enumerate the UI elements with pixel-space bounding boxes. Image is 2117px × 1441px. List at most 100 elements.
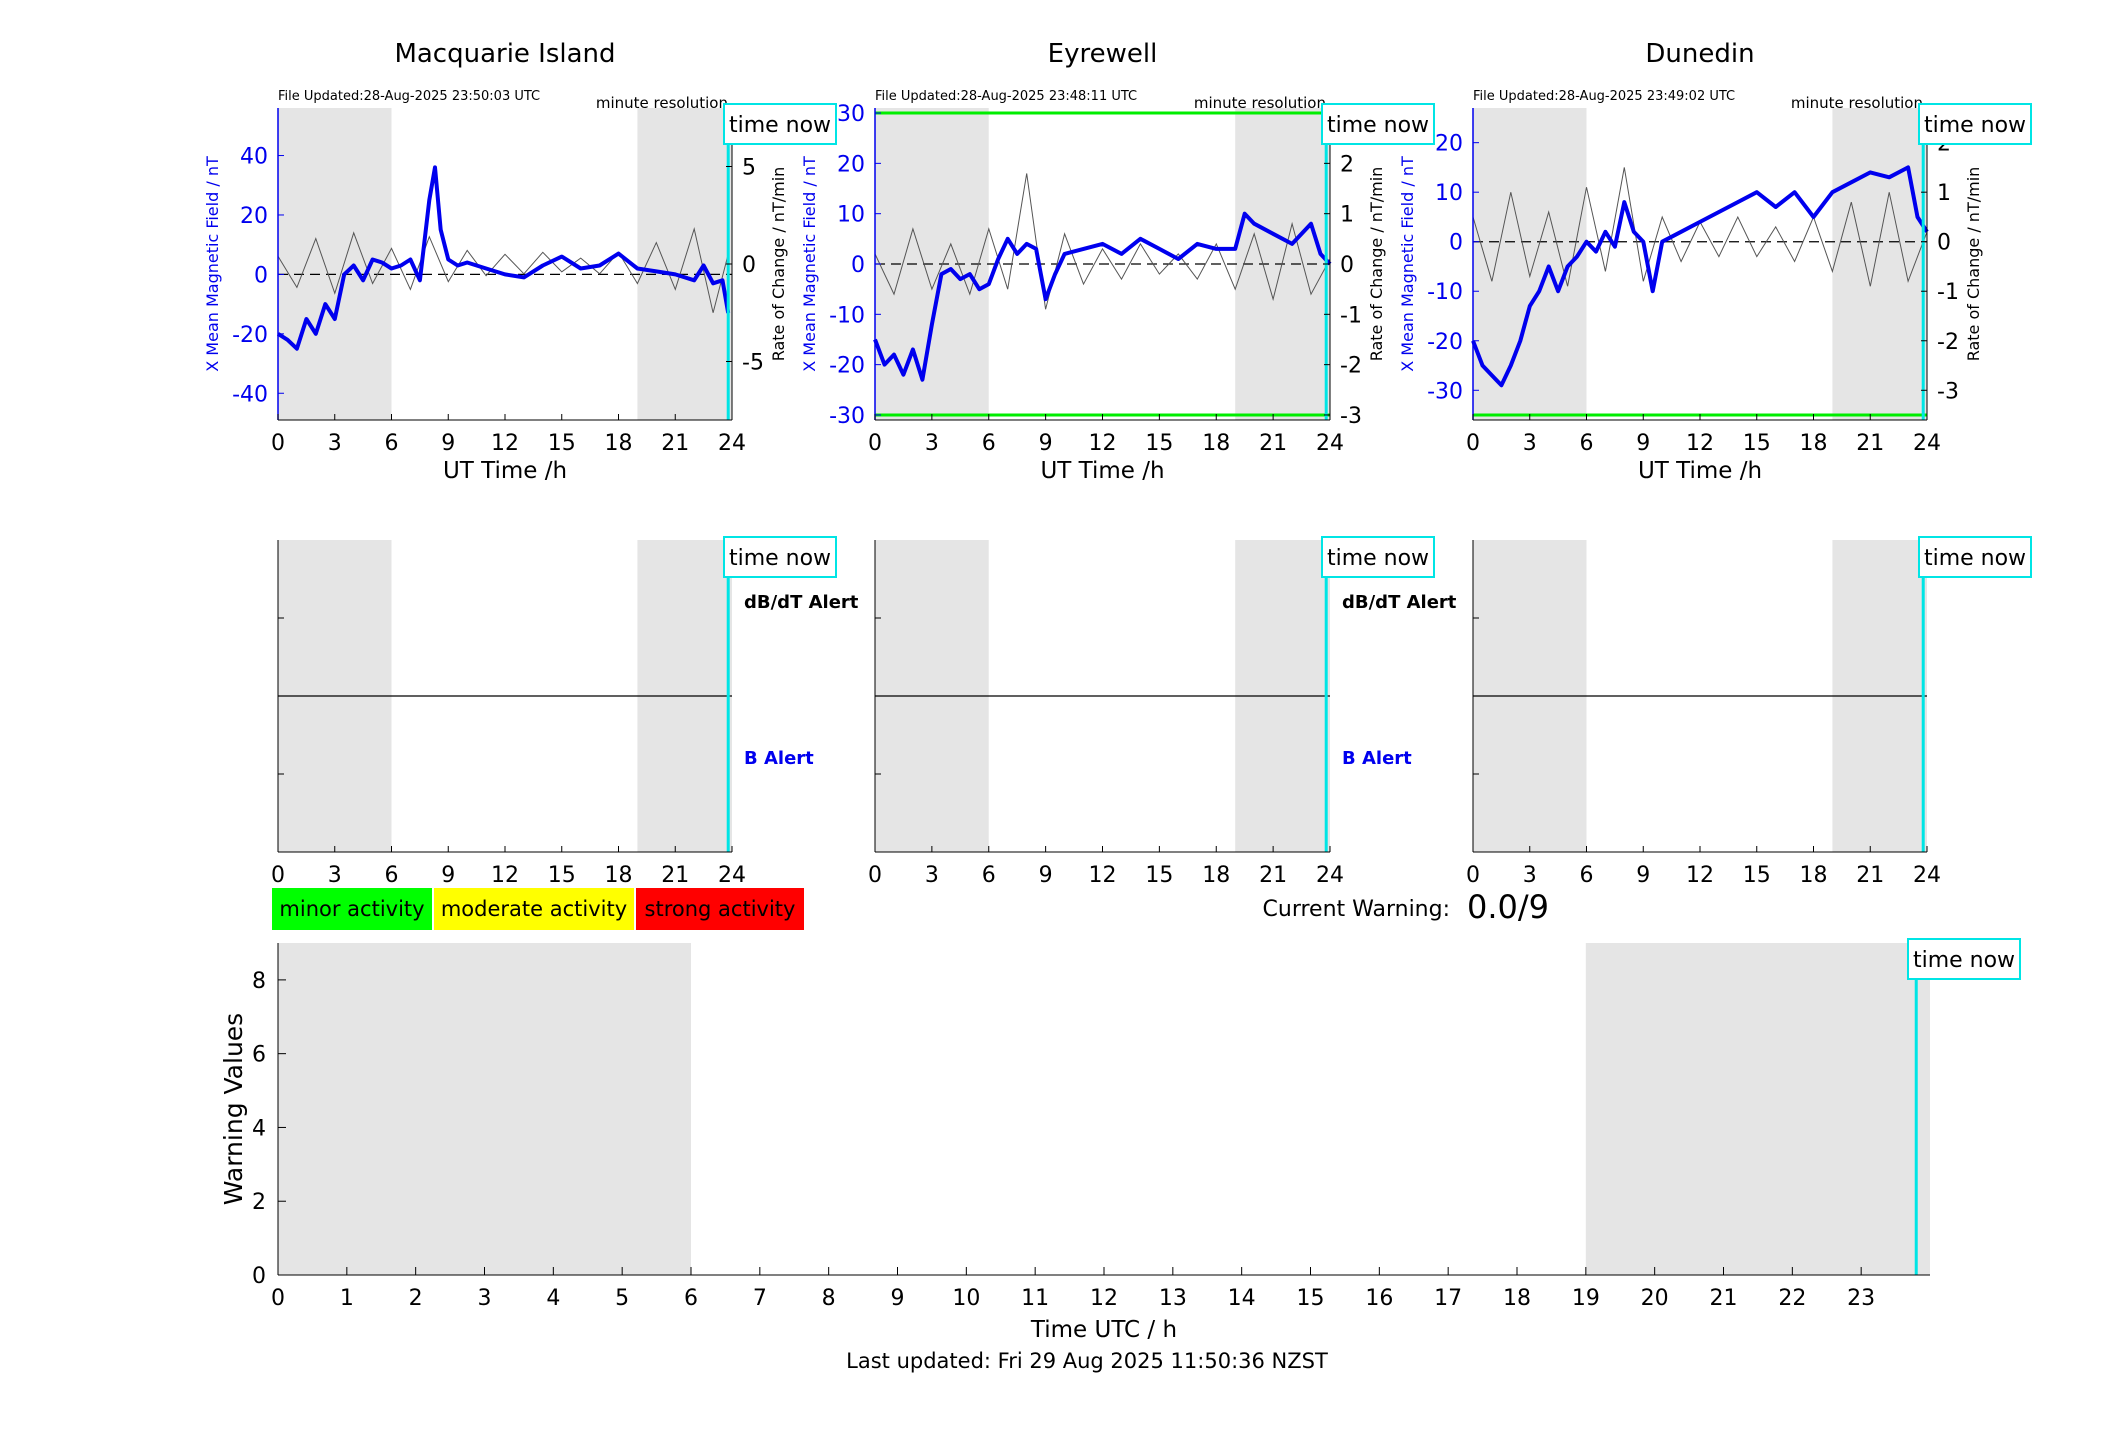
x-tick-label: 1 [340,1286,354,1311]
y-tick-label-right: 1 [1340,203,1354,228]
x-tick-label: 6 [1580,431,1594,456]
legend-moderate-activity: moderate activity [434,888,634,930]
x-tick-label: 6 [982,431,996,456]
x-tick-label: 9 [441,431,455,456]
time-now-marker: time now [1918,103,2032,145]
x-tick-label: 18 [1800,863,1828,888]
b-alert-label: B Alert [1342,748,1412,769]
x-tick-label: 18 [1503,1286,1531,1311]
time-now-marker: time now [1321,536,1435,578]
time-now-label: time now [729,546,831,571]
x-tick-label: 21 [661,431,689,456]
x-tick-label: 24 [718,863,746,888]
y-tick-label: 2 [252,1190,266,1215]
legend-label: moderate activity [441,897,627,921]
x-tick-label: 21 [1259,431,1287,456]
y-tick-label-right: -2 [1340,354,1362,379]
alert-panel-1: 0 3 6 9 12 15 18 21 24 dB/dT Alert B Alert [271,540,859,888]
x-tick-label: 18 [1800,431,1828,456]
y-tick-label-left: 30 [837,102,865,127]
x-tick-label: 18 [605,431,633,456]
y-tick-label-right: 0 [1937,231,1951,256]
panel-title: Dunedin [1645,39,1754,69]
time-now-box [1321,536,1435,578]
time-now-marker: time now [723,536,837,578]
x-tick-label: 9 [1039,863,1053,888]
x-tick-label: 18 [1202,431,1230,456]
y-tick-label-left: -30 [829,404,865,429]
file-updated-text: File Updated:28-Aug-2025 23:48:11 UTC [875,89,1137,104]
y-tick-label-right: -3 [1937,379,1959,404]
y-tick-label-right: -1 [1340,303,1362,328]
y-tick-label: 0 [252,1264,266,1289]
x-tick-label: 15 [548,863,576,888]
time-now-label: time now [1327,546,1429,571]
y-tick-label: 8 [252,969,266,994]
x-tick-label: 18 [605,863,633,888]
x-tick-label: 6 [385,863,399,888]
x-tick-label: 3 [925,431,939,456]
legend-swatch [434,888,634,930]
y-axis-label-right: Rate of Change / nT/min [1367,167,1386,362]
x-tick-label: 12 [1686,431,1714,456]
x-tick-label: 3 [1523,431,1537,456]
y-tick-label-left: 20 [837,152,865,177]
x-tick-label: 20 [1641,1286,1669,1311]
x-tick-label: 0 [1466,431,1480,456]
time-now-box [1918,536,2032,578]
x-tick-label: 9 [1039,431,1053,456]
time-now-box [723,103,837,145]
y-tick-label: 6 [252,1043,266,1068]
x-tick-label: 18 [1202,863,1230,888]
y-tick-label-left: -20 [232,323,268,348]
x-tick-label: 0 [271,863,285,888]
x-tick-label: 21 [1856,863,1884,888]
y-tick-label-left: 40 [240,145,268,170]
night-shade [637,108,732,420]
rate-of-change-series [874,173,1331,310]
x-tick-label: 0 [271,431,285,456]
night-shade [278,943,691,1275]
y-tick-label-left: -20 [829,354,865,379]
field-series [873,211,1332,382]
x-tick-label: 12 [1090,1286,1118,1311]
y-tick-label-left: 20 [240,204,268,229]
x-tick-label: 15 [1145,431,1173,456]
x-tick-label: 15 [1145,863,1173,888]
b-alert-label: B Alert [744,748,814,769]
warning-chart: 0 1 2 3 4 5 6 7 8 9 10 11 12 13 14 15 16 17 18 19 20 21 22 2302… [219,943,1930,1343]
x-tick-label: 10 [952,1286,980,1311]
x-tick-label: 13 [1159,1286,1187,1311]
legend-label: minor activity [279,897,424,921]
station-panel-1: Macquarie Island File Updated:28-Aug-2025… [203,39,788,484]
y-axis-label-right: Rate of Change / nT/min [1964,167,1983,362]
night-shade [1832,108,1927,420]
x-tick-label: 9 [891,1286,905,1311]
x-tick-label: 2 [409,1286,423,1311]
station-panel-2: Eyrewell File Updated:28-Aug-2025 23:48:1… [800,39,1386,484]
x-tick-label: 5 [615,1286,629,1311]
night-shade [278,108,392,420]
x-tick-label: 0 [271,1286,285,1311]
x-tick-label: 15 [548,431,576,456]
x-tick-label: 9 [441,863,455,888]
x-tick-label: 15 [1297,1286,1325,1311]
x-tick-label: 24 [1913,431,1941,456]
x-tick-label: 24 [1913,863,1941,888]
x-tick-label: 0 [1466,863,1480,888]
legend-swatch [636,888,804,930]
x-tick-label: 3 [1523,863,1537,888]
panel-title: Eyrewell [1048,39,1158,69]
y-axis-label: Warning Values [219,1013,248,1205]
y-tick-label-right: 5 [742,156,756,181]
x-tick-label: 4 [546,1286,560,1311]
time-now-box [1907,938,2021,980]
panel-title: Macquarie Island [394,39,615,69]
x-tick-label: 3 [925,863,939,888]
y-tick-label-left: -30 [1427,379,1463,404]
time-now-marker: time now [1907,938,2021,980]
legend-label: strong activity [645,897,796,921]
x-tick-label: 12 [1089,863,1117,888]
y-tick-label: 4 [252,1116,266,1141]
rate-of-change-series [277,226,729,313]
